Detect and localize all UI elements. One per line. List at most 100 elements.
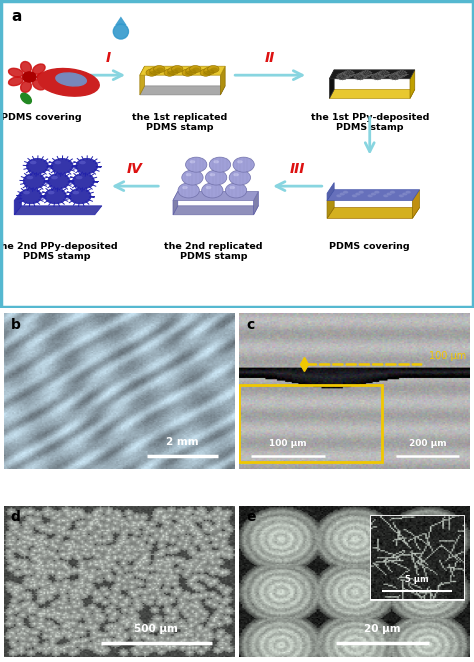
Ellipse shape [336,194,342,197]
Ellipse shape [48,173,70,189]
Ellipse shape [56,73,86,86]
Polygon shape [329,70,415,79]
Ellipse shape [190,160,195,164]
Ellipse shape [390,191,395,194]
Ellipse shape [23,191,30,195]
Ellipse shape [186,157,207,172]
Ellipse shape [399,194,404,197]
Ellipse shape [386,193,392,195]
Ellipse shape [206,186,211,189]
Bar [371,516,463,599]
Ellipse shape [343,191,348,194]
Ellipse shape [33,79,45,90]
Polygon shape [327,208,419,218]
Text: the 1st PPy-deposited
PDMS stamp: the 1st PPy-deposited PDMS stamp [310,113,429,132]
Ellipse shape [233,173,239,176]
Text: b: b [11,318,20,332]
Ellipse shape [374,191,380,194]
Text: the 1st replicated
PDMS stamp: the 1st replicated PDMS stamp [133,113,228,132]
Text: 200 μm: 200 μm [409,440,447,448]
Polygon shape [115,17,127,25]
Ellipse shape [185,71,192,75]
Ellipse shape [76,158,98,174]
Polygon shape [14,206,102,214]
Ellipse shape [38,68,99,96]
Ellipse shape [33,64,45,74]
Ellipse shape [174,68,182,72]
Ellipse shape [210,173,215,176]
Ellipse shape [21,62,31,73]
Ellipse shape [383,194,389,197]
Ellipse shape [37,73,52,81]
Ellipse shape [182,186,188,189]
Ellipse shape [171,70,178,74]
Text: e: e [246,510,256,524]
Ellipse shape [186,68,197,74]
Polygon shape [173,191,178,214]
Ellipse shape [202,183,223,198]
Text: IV: IV [127,162,143,176]
Ellipse shape [339,193,345,195]
Text: d: d [11,510,20,524]
Ellipse shape [154,66,165,73]
Polygon shape [14,191,21,214]
Ellipse shape [150,68,161,74]
Text: II: II [265,51,275,65]
Polygon shape [410,70,415,99]
Text: 100 μm: 100 μm [428,352,466,361]
Polygon shape [327,190,419,201]
Polygon shape [140,86,225,95]
Ellipse shape [79,161,86,164]
Ellipse shape [337,73,347,80]
Polygon shape [173,206,258,214]
Polygon shape [329,70,334,99]
Text: the 2nd PPy-deposited
PDMS stamp: the 2nd PPy-deposited PDMS stamp [0,242,118,261]
Ellipse shape [21,93,31,104]
Ellipse shape [48,191,55,195]
Ellipse shape [76,175,82,179]
Text: 5 μm: 5 μm [405,575,429,585]
Ellipse shape [153,70,160,74]
Polygon shape [329,89,415,99]
Ellipse shape [178,183,199,198]
Ellipse shape [192,68,200,72]
Ellipse shape [23,173,45,189]
Ellipse shape [200,69,211,76]
Ellipse shape [37,73,52,81]
Text: III: III [290,162,305,176]
Polygon shape [220,66,225,95]
Polygon shape [140,66,225,75]
Ellipse shape [51,158,73,174]
Ellipse shape [367,194,373,197]
Ellipse shape [23,72,36,82]
Ellipse shape [206,170,227,185]
Ellipse shape [182,69,193,76]
Ellipse shape [172,66,183,73]
Ellipse shape [371,193,376,195]
Ellipse shape [344,71,354,77]
Text: the 2nd replicated
PDMS stamp: the 2nd replicated PDMS stamp [164,242,263,261]
Text: a: a [12,9,22,24]
Ellipse shape [167,71,174,75]
Polygon shape [327,190,334,218]
Bar [4,63,51,104]
Text: I: I [105,51,110,65]
Ellipse shape [204,68,215,74]
Text: 2 mm: 2 mm [166,437,199,447]
Ellipse shape [182,170,203,185]
Ellipse shape [355,193,361,195]
Ellipse shape [73,173,94,189]
Ellipse shape [355,73,365,80]
Ellipse shape [402,193,408,195]
Text: 20 μm: 20 μm [364,624,401,634]
Ellipse shape [55,161,61,164]
Polygon shape [254,191,258,214]
Ellipse shape [210,157,231,172]
Ellipse shape [375,72,386,78]
Text: 100 μm: 100 μm [269,440,307,448]
Ellipse shape [358,191,364,194]
Ellipse shape [189,70,196,74]
Ellipse shape [229,170,251,185]
Ellipse shape [226,183,247,198]
Ellipse shape [229,186,235,189]
